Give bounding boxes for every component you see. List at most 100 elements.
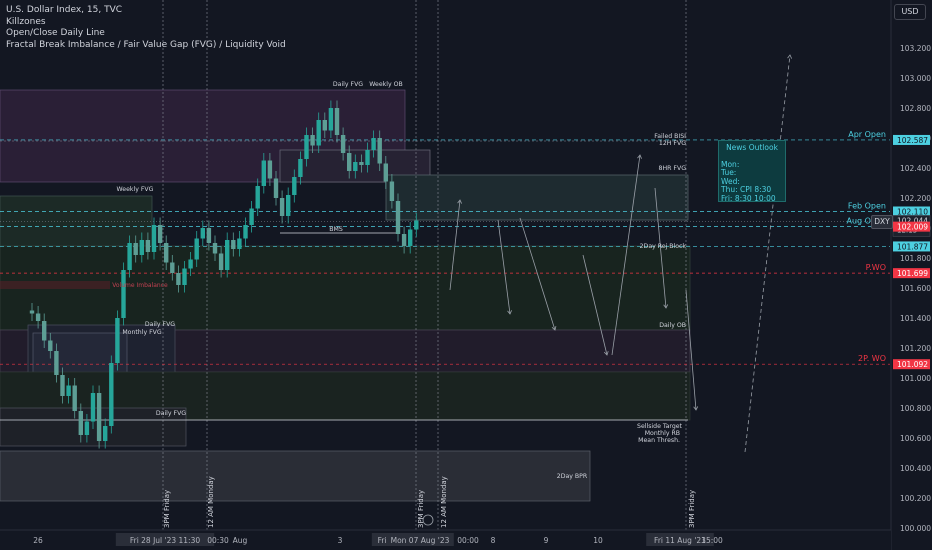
zone-label: 12H FVG xyxy=(659,140,686,147)
candle xyxy=(48,333,53,359)
zone-label: Weekly FVG xyxy=(117,186,154,193)
legend-indicator-killzones[interactable]: Killzones xyxy=(6,16,46,27)
candle-body xyxy=(292,177,297,195)
candle-body xyxy=(72,385,77,411)
event-marker-icon xyxy=(422,514,434,526)
projection-arrowhead-4 xyxy=(637,154,642,159)
candle xyxy=(90,385,96,429)
candle-body xyxy=(322,120,327,131)
session-label: 3PM Friday xyxy=(688,490,696,528)
candle xyxy=(182,261,187,293)
projection-arrowhead-3 xyxy=(603,351,609,356)
candle-body xyxy=(298,159,303,177)
candle xyxy=(249,201,254,233)
price-badge: 101.092 xyxy=(893,359,930,370)
chart-legend: U.S. Dollar Index, 15, TVC Killzones Ope… xyxy=(6,5,286,51)
session-label: 12 AM Monday xyxy=(440,476,448,528)
price-badge: 102.009 xyxy=(893,221,930,232)
candle-body xyxy=(273,178,279,198)
zone-label: Daily FVG xyxy=(333,81,363,88)
price-tick-label: 102.400 xyxy=(900,164,931,173)
candle xyxy=(365,142,370,173)
candle xyxy=(35,306,41,329)
candle-body xyxy=(237,238,242,249)
candle xyxy=(340,127,346,161)
candle xyxy=(103,418,108,449)
candle xyxy=(176,265,181,293)
price-tick-label: 100.000 xyxy=(900,524,931,533)
candle-body xyxy=(334,108,340,135)
price-tick-label: 102.200 xyxy=(900,194,931,203)
candle xyxy=(121,262,126,326)
price-tick-label: 100.400 xyxy=(900,464,931,473)
candle xyxy=(261,153,266,194)
zone-label: Daily FVG xyxy=(145,321,175,328)
candle-body xyxy=(42,321,47,341)
currency-button[interactable]: USD xyxy=(894,4,926,20)
time-tick-label: 15:00 xyxy=(701,536,723,545)
time-tick-label: 10 xyxy=(593,536,603,545)
candle-body xyxy=(90,393,96,422)
price-tick-label: 100.600 xyxy=(900,434,931,443)
candle-body xyxy=(48,340,53,351)
projection-arrow-4 xyxy=(611,154,641,356)
legend-symbol[interactable]: U.S. Dollar Index, 15, TVC xyxy=(6,5,123,15)
legend-indicator-daily-line[interactable]: Open/Close Daily Line xyxy=(6,28,105,38)
candle xyxy=(401,226,407,254)
candle-body xyxy=(383,163,388,182)
candle-body xyxy=(96,393,102,441)
zone-label: Mean Thresh. xyxy=(638,437,680,444)
candle-body xyxy=(103,426,108,441)
zone-label: Monthly RB xyxy=(645,430,680,437)
candle xyxy=(377,130,382,171)
price-badge-value: 102.110 xyxy=(897,208,928,217)
price-badge-bg xyxy=(893,268,930,279)
candle xyxy=(115,310,120,371)
candle xyxy=(395,193,401,242)
time-tick-label: Fri 11 Aug '23 xyxy=(654,536,706,545)
candle-body xyxy=(182,268,187,285)
session-label: 12 AM Monday xyxy=(207,476,215,528)
candle xyxy=(353,154,358,179)
price-tick-label: 101.600 xyxy=(900,284,931,293)
candle xyxy=(157,217,163,251)
legend-indicator-fvg[interactable]: Fractal Break Imbalance / Fair Value Gap… xyxy=(6,39,286,50)
zone-label: BMS xyxy=(329,226,343,233)
price-badge-bg xyxy=(893,241,930,252)
symbol-tag[interactable]: DXY xyxy=(871,215,893,229)
candle-body xyxy=(231,240,236,249)
candle xyxy=(298,151,303,185)
candle xyxy=(145,232,151,260)
time-badge-bg xyxy=(646,533,714,546)
candle xyxy=(255,178,260,216)
candle-body xyxy=(157,225,163,243)
candle-body xyxy=(286,195,291,216)
candle-body xyxy=(29,310,35,314)
level-label: Apr Open xyxy=(848,130,886,139)
projection-arrow-1 xyxy=(497,219,511,315)
projection-arrow-6 xyxy=(685,289,697,411)
candle-body xyxy=(121,270,126,318)
price-tick-label: 100.800 xyxy=(900,404,931,413)
zone-label: 8HR FVG xyxy=(659,165,687,172)
price-badge-bg xyxy=(893,359,930,370)
candle-body xyxy=(279,198,285,216)
zone-label: Sellside Target xyxy=(637,423,683,430)
candle xyxy=(29,303,35,321)
candle xyxy=(78,403,83,443)
candle xyxy=(334,100,340,143)
candle xyxy=(359,154,364,173)
candle xyxy=(347,145,352,179)
price-badge-value: 102.009 xyxy=(897,223,928,232)
candle xyxy=(267,153,273,186)
candle xyxy=(408,222,413,254)
candle-body xyxy=(164,243,169,263)
candle xyxy=(60,367,65,404)
candle xyxy=(188,252,193,276)
candle xyxy=(328,100,334,138)
candle xyxy=(66,378,71,404)
news-line-fri: Fri: 8:30 10:00 xyxy=(721,193,776,203)
candle-body xyxy=(127,243,132,270)
candle-body xyxy=(218,253,224,270)
